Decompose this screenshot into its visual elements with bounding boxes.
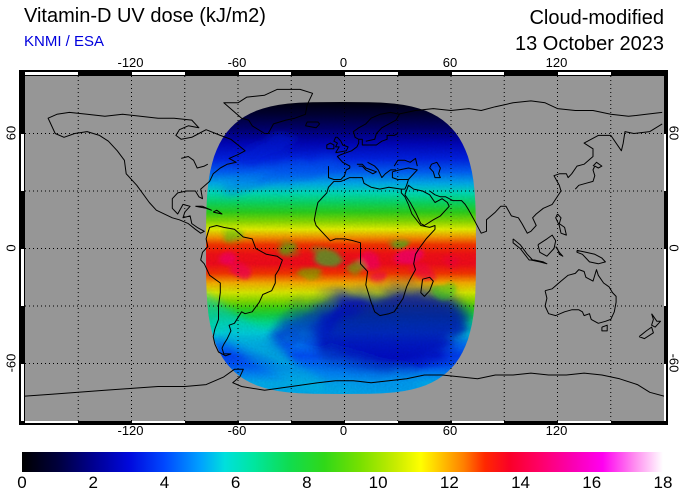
colorbar-tick-label: 0 <box>17 473 27 492</box>
frame-tick <box>344 72 345 76</box>
header-right: Cloud-modified 13 October 2023 <box>515 5 664 57</box>
frame-tick <box>450 72 452 76</box>
source-label: KNMI / ESA <box>24 33 105 50</box>
frame-tick <box>237 72 239 76</box>
frame-tick <box>662 248 666 249</box>
lon-tick-label: 120 <box>545 55 568 70</box>
frame-tick <box>662 133 666 134</box>
frame-seg-top <box>344 72 398 75</box>
frame-seg-top <box>451 72 505 75</box>
frame-tick <box>21 363 25 364</box>
coastlines <box>25 88 664 397</box>
map-frame <box>19 70 668 425</box>
frame-tick <box>21 133 25 134</box>
frame-tick <box>21 248 25 249</box>
colorbar-tick-label: 16 <box>582 473 602 492</box>
lat-tick-label: 0 <box>666 243 682 252</box>
frame-seg-top <box>557 72 611 75</box>
frame-seg-bottom <box>344 420 398 423</box>
frame-seg-bottom <box>25 420 79 423</box>
lon-tick-label: 0 <box>339 423 348 438</box>
frame-seg-bottom <box>131 420 185 423</box>
map-canvas <box>25 76 664 421</box>
colorbar-tick-label: 12 <box>439 473 459 492</box>
lon-tick-label: -60 <box>227 423 247 438</box>
lon-tick-label: 120 <box>545 423 568 438</box>
frame-seg-left <box>21 248 24 306</box>
frame-tick <box>344 419 345 423</box>
lat-tick-label: -60 <box>666 353 682 372</box>
frame-seg-bottom <box>451 420 505 423</box>
frame-seg-left <box>21 133 24 191</box>
frame-seg-top <box>238 72 292 75</box>
lat-tick-label: 60 <box>3 125 19 140</box>
lon-tick-label: -120 <box>117 423 144 438</box>
colorbar-tick-label: 18 <box>653 473 673 492</box>
mode-label: Cloud-modified <box>529 7 664 29</box>
graticule <box>25 76 664 421</box>
world-map <box>25 76 664 421</box>
lon-tick-label: 0 <box>339 55 348 70</box>
colorbar-tick-label: 8 <box>302 473 312 492</box>
lon-tick-label: 60 <box>442 423 458 438</box>
date-label: 13 October 2023 <box>515 33 664 55</box>
colorbar-tick-label: 4 <box>159 473 170 492</box>
lat-tick-label: 60 <box>666 125 682 140</box>
lon-tick-label: -60 <box>227 55 247 70</box>
colorbar-tick-label: 10 <box>368 473 388 492</box>
colorbar-tick-label: 14 <box>511 473 531 492</box>
frame-tick <box>557 72 558 76</box>
frame-seg-right <box>663 363 666 421</box>
frame-tick <box>557 419 558 423</box>
lon-tick-label: -120 <box>117 55 144 70</box>
colorbar-tick-label: 6 <box>230 473 241 492</box>
colorbar-tick-label: 2 <box>88 473 98 492</box>
frame-seg-right <box>663 133 666 191</box>
frame-seg-left <box>21 363 24 421</box>
frame-seg-bottom <box>238 420 292 423</box>
frame-tick <box>131 419 132 423</box>
frame-seg-top <box>25 72 79 75</box>
lat-tick-label: -60 <box>3 353 19 372</box>
lon-tick-label: 60 <box>442 55 458 70</box>
frame-tick <box>131 72 132 76</box>
colorbar <box>22 452 663 472</box>
frame-seg-top <box>131 72 185 75</box>
frame-tick <box>237 419 239 423</box>
lat-tick-label: 0 <box>3 243 19 252</box>
frame-seg-right <box>663 248 666 306</box>
frame-tick <box>662 363 666 364</box>
frame-tick <box>450 419 452 423</box>
frame-seg-bottom <box>557 420 611 423</box>
page-title: Vitamin-D UV dose (kJ/m2) <box>24 5 266 27</box>
